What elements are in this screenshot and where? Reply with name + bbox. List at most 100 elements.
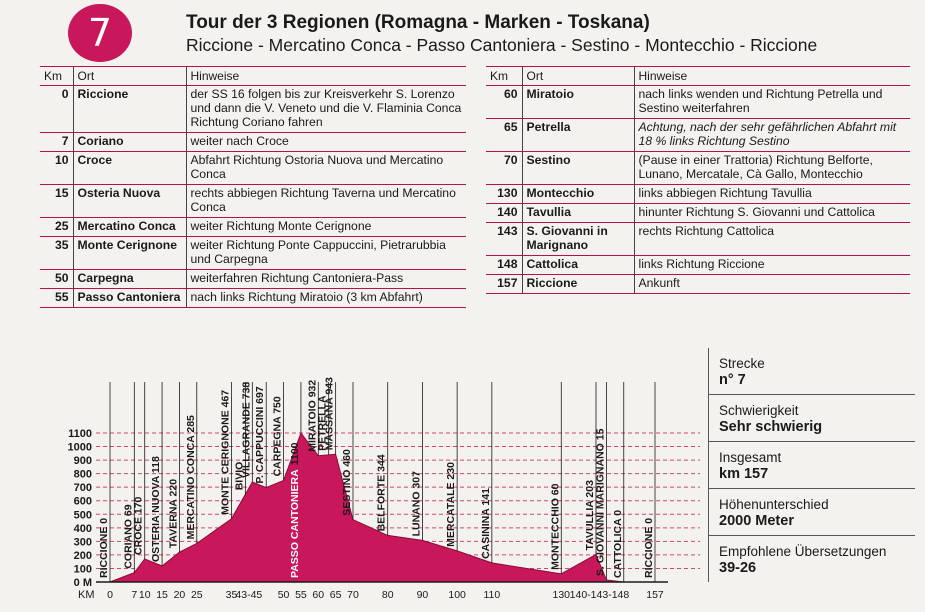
table-row: 0 Riccione der SS 16 folgen bis zur Kreisv… bbox=[40, 85, 466, 133]
header-ort: Ort bbox=[72, 66, 186, 86]
row-ort: Croce bbox=[72, 151, 186, 185]
schwierigkeit-value: Sehr schwierig bbox=[719, 419, 823, 435]
strecke-label: Strecke bbox=[719, 356, 765, 371]
tour-title: Tour der 3 Regionen (Romagna - Marken - … bbox=[186, 12, 650, 33]
place-altitude: 15 bbox=[594, 428, 606, 440]
row-note: hinunter Richtung S. Giovanni und Cattol… bbox=[633, 203, 910, 223]
row-ort: Monte Cerignone bbox=[72, 236, 186, 270]
place-name: P. CAPPUCCINI bbox=[254, 407, 266, 484]
place-name: RICCIONE bbox=[643, 527, 655, 578]
place-name: TAVERNA bbox=[167, 499, 179, 549]
place-label: MERCATINO CONCA 285 bbox=[185, 415, 197, 539]
place-altitude: 203 bbox=[584, 480, 596, 498]
place-altitude: 344 bbox=[376, 454, 388, 472]
info-schwierigkeit: Schwierigkeit Sehr schwierig bbox=[709, 395, 915, 442]
y-tick-label: 900 bbox=[74, 455, 92, 467]
header-hinweise: Hinweise bbox=[185, 66, 466, 86]
row-km: 15 bbox=[40, 184, 73, 218]
route-table-left: Km Ort Hinweise 0 Riccione der SS 16 folge… bbox=[40, 66, 466, 308]
place-name: CARPEGNA bbox=[272, 416, 284, 477]
place-altitude: 118 bbox=[150, 456, 162, 473]
x-tick-label: 15 bbox=[156, 589, 168, 601]
place-name: MONTECCHIO bbox=[549, 498, 561, 570]
x-tick-label: 157 bbox=[646, 589, 664, 601]
place-label: CASININA 141 bbox=[480, 488, 492, 559]
table-row: 140 Tavullia hinunter Richtung S. Giovanni… bbox=[486, 203, 910, 223]
y-tick-label: 1100 bbox=[68, 428, 92, 440]
row-ort: Petrella bbox=[521, 118, 634, 152]
row-km: 35 bbox=[40, 236, 73, 270]
row-km: 0 bbox=[40, 85, 73, 133]
y-tick-label: 300 bbox=[74, 536, 92, 548]
info-panel: Strecke n° 7 Schwierigkeit Sehr schwieri… bbox=[708, 348, 915, 582]
place-altitude: 1100 bbox=[289, 442, 301, 465]
row-km: 50 bbox=[40, 269, 73, 289]
table-row: 130 Montecchio links abbiegen Richtung Tav… bbox=[486, 184, 910, 204]
x-tick-label: 110 bbox=[483, 589, 500, 601]
row-ort: Tavullia bbox=[521, 203, 634, 223]
place-label: BIVIO bbox=[233, 462, 245, 491]
tour-number-badge: 7 bbox=[68, 4, 132, 62]
table-row: 35 Monte Cerignone weiter Richtung Ponte C… bbox=[40, 236, 466, 270]
x-tick-label: 10 bbox=[139, 589, 151, 601]
x-tick-label: 55 bbox=[295, 589, 307, 601]
row-note: links Richtung Riccione bbox=[633, 255, 910, 275]
place-label: LUNANO 307 bbox=[410, 471, 422, 537]
x-tick-label: 7 bbox=[131, 589, 137, 601]
row-km: 7 bbox=[40, 132, 73, 152]
place-altitude: 0 bbox=[643, 518, 655, 524]
uebersetzungen-value: 39-26 bbox=[719, 560, 757, 576]
x-tick-label: 60 bbox=[312, 589, 324, 601]
header-ort: Ort bbox=[521, 66, 634, 86]
row-ort: Osteria Nuova bbox=[72, 184, 186, 218]
place-label: MASSANA 943 bbox=[324, 377, 336, 450]
header-hinweise: Hinweise bbox=[633, 66, 910, 86]
header-km: Km bbox=[486, 66, 522, 86]
row-ort: Passo Cantoniera bbox=[72, 288, 186, 308]
place-name: CORIANO bbox=[122, 519, 134, 569]
x-tick-label: 130 bbox=[553, 589, 571, 601]
uebersetzungen-label: Empfohlene Übersetzungen bbox=[719, 544, 887, 559]
place-name: CASININA bbox=[480, 508, 492, 559]
tour-subtitle: Riccione - Mercatino Conca - Passo Canto… bbox=[186, 35, 818, 55]
row-note: weiter nach Croce bbox=[185, 132, 466, 152]
row-km: 148 bbox=[486, 255, 522, 275]
table-row: 10 Croce Abfahrt Richtung Ostoria Nuova un… bbox=[40, 151, 466, 185]
row-km: 55 bbox=[40, 288, 73, 308]
place-altitude: 460 bbox=[341, 449, 353, 467]
info-strecke: Strecke n° 7 bbox=[709, 348, 915, 395]
y-tick-label: 500 bbox=[74, 509, 92, 521]
place-altitude: 220 bbox=[167, 479, 179, 497]
place-label: S. GIOVANNI MARIGNANO 15 bbox=[594, 428, 606, 576]
row-note: Ankunft bbox=[633, 274, 910, 294]
table-row: 148 Cattolica links Richtung Riccione bbox=[486, 255, 910, 275]
table-row: 25 Mercatino Conca weiter Richtung Monte C… bbox=[40, 217, 466, 237]
place-name: SESTINO bbox=[341, 470, 353, 516]
place-label: PASSO CANTONIERA 1100 bbox=[289, 442, 301, 578]
place-altitude: 230 bbox=[445, 462, 457, 480]
x-tick-label: 100 bbox=[448, 589, 466, 601]
table-row: 60 Miratoio nach links wenden und Richtung… bbox=[486, 85, 910, 119]
place-label: MIRATOIO 932 bbox=[306, 380, 318, 452]
place-markers bbox=[109, 382, 656, 582]
place-label: CARPEGNA 750 bbox=[272, 396, 284, 476]
row-note: Achtung, nach der sehr gefährlichen Abfa… bbox=[633, 118, 910, 152]
y-tick-label: 0 M bbox=[74, 577, 92, 589]
y-tick-label: 1000 bbox=[68, 442, 92, 454]
row-ort: Riccione bbox=[72, 85, 186, 133]
place-label: BELFORTE 344 bbox=[376, 454, 388, 531]
row-ort: Carpegna bbox=[72, 269, 186, 289]
place-name: MERCATALE bbox=[445, 482, 457, 546]
table-row: 70 Sestino (Pause in einer Trattoria) Rich… bbox=[486, 151, 910, 185]
y-tick-label: 700 bbox=[74, 482, 92, 494]
insgesamt-value: km 157 bbox=[719, 466, 769, 482]
row-km: 143 bbox=[486, 222, 522, 256]
x-tick-label: 43-45 bbox=[235, 589, 262, 601]
place-name: MERCATINO CONCA bbox=[185, 435, 197, 540]
x-tick-label: 0 bbox=[107, 589, 113, 601]
x-axis-title: KM bbox=[78, 589, 95, 601]
table-row: 143 S. Giovanni in Marignano rechts Richtu… bbox=[486, 222, 910, 256]
row-note: links abbiegen Richtung Tavullia bbox=[633, 184, 910, 204]
y-tick-label: 100 bbox=[74, 563, 92, 575]
